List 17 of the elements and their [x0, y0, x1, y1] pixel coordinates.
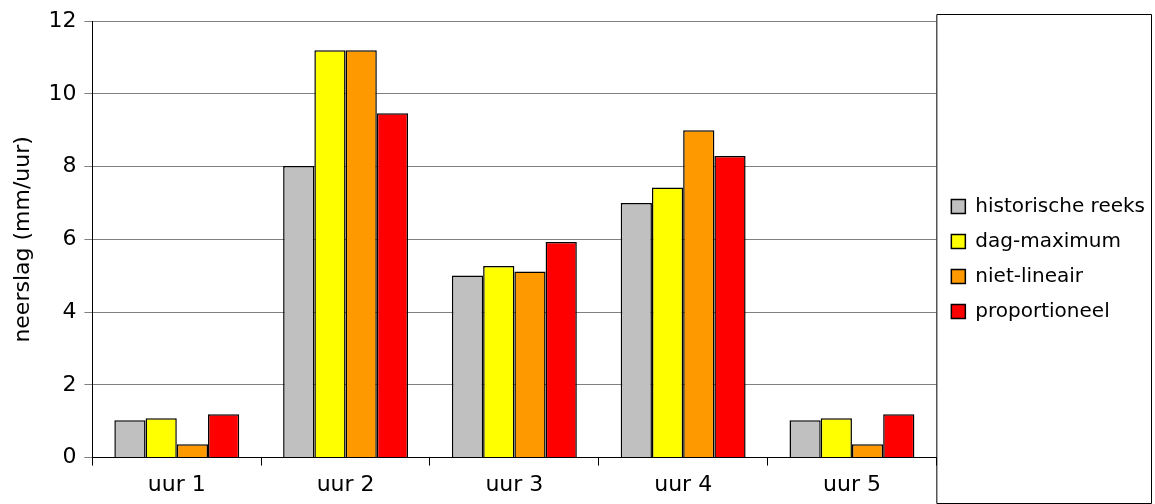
y-tick-label: 0: [62, 443, 77, 469]
x-tick-label: uur 2: [316, 470, 375, 496]
legend-label: proportioneel: [975, 297, 1110, 322]
y-tick-label: 2: [62, 370, 77, 396]
legend-label: dag-maximum: [975, 227, 1121, 252]
y-tick-label: 12: [48, 6, 77, 32]
legend-label: historische reeks: [975, 192, 1146, 217]
x-tick-label: uur 3: [485, 470, 544, 496]
x-tick-label: uur 5: [822, 470, 881, 496]
y-tick-label: 10: [48, 79, 77, 105]
legend-label: niet-lineair: [975, 262, 1084, 287]
x-tick-label: uur 4: [654, 470, 713, 496]
x-tick-label: uur 1: [147, 470, 206, 496]
y-axis-title: neerslag (mm/uur): [8, 136, 34, 343]
y-tick-label: 4: [62, 297, 77, 323]
y-tick-label: 8: [62, 152, 77, 178]
y-tick-label: 6: [62, 225, 77, 251]
